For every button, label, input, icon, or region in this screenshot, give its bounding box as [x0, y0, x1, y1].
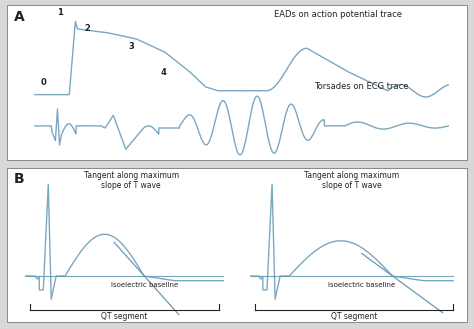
Text: 4: 4 — [161, 68, 166, 77]
Text: 1: 1 — [57, 8, 63, 17]
Text: B: B — [14, 172, 25, 187]
Text: 2: 2 — [85, 24, 91, 33]
Text: Isoelectric baseline: Isoelectric baseline — [111, 282, 179, 288]
Text: Isoelectric baseline: Isoelectric baseline — [328, 282, 395, 288]
Text: A: A — [14, 10, 25, 24]
Text: QT segment: QT segment — [331, 312, 377, 320]
Text: QT segment: QT segment — [101, 312, 147, 320]
Text: 3: 3 — [128, 42, 134, 51]
Text: Torsades on ECG trace: Torsades on ECG trace — [314, 82, 409, 91]
Text: Tangent along maximum
slope of T wave: Tangent along maximum slope of T wave — [84, 171, 179, 190]
Text: 0: 0 — [41, 78, 47, 87]
Text: Tangent along maximum
slope of T wave: Tangent along maximum slope of T wave — [304, 171, 400, 190]
Text: EADs on action potential trace: EADs on action potential trace — [274, 10, 402, 18]
